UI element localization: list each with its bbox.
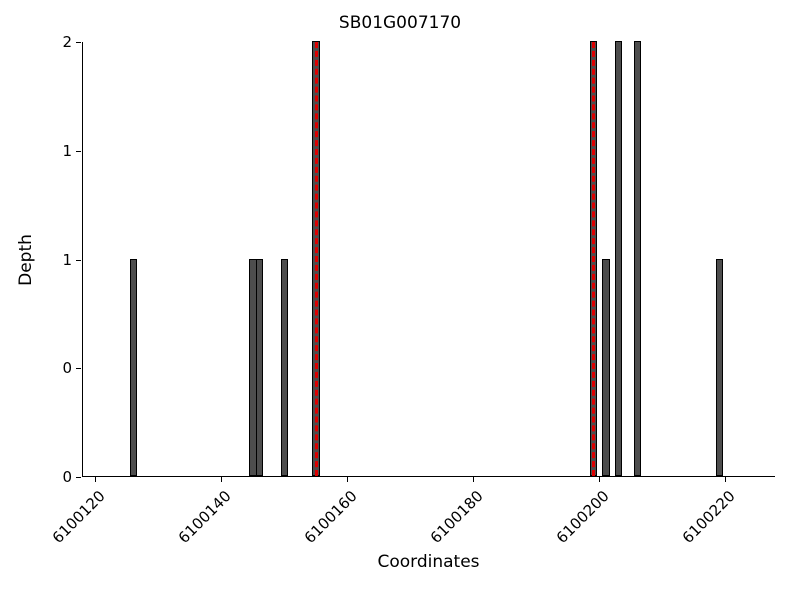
y-tick-mark bbox=[76, 259, 81, 261]
y-tick-label: 0 bbox=[62, 359, 72, 378]
x-tick-mark bbox=[346, 477, 348, 482]
x-tick-label: 6100160 bbox=[300, 487, 361, 547]
x-tick-mark bbox=[94, 477, 96, 482]
y-tick-mark bbox=[76, 42, 81, 43]
x-tick-mark bbox=[598, 477, 600, 482]
y-tick-mark bbox=[76, 368, 81, 370]
y-tick-label: 0 bbox=[62, 468, 72, 486]
y-tick-mark bbox=[76, 150, 81, 152]
x-tick-label: 6100200 bbox=[552, 487, 613, 547]
x-tick-mark bbox=[220, 477, 222, 482]
x-tick-mark bbox=[472, 477, 474, 482]
depth-bar bbox=[715, 258, 724, 476]
depth-bar bbox=[255, 258, 264, 476]
depth-bar bbox=[129, 258, 138, 476]
position-marker-line bbox=[591, 42, 595, 476]
position-marker-line bbox=[314, 42, 318, 476]
depth-bar bbox=[280, 258, 289, 476]
y-tick-label: 2 bbox=[62, 33, 72, 51]
x-tick-mark bbox=[724, 477, 726, 482]
x-tick-label: 6100180 bbox=[426, 487, 487, 547]
depth-bar bbox=[602, 258, 610, 476]
y-tick-label: 1 bbox=[62, 250, 72, 269]
depth-bar bbox=[614, 41, 623, 476]
x-tick-label: 6100120 bbox=[48, 487, 109, 547]
chart-title: SB01G007170 bbox=[338, 13, 462, 33]
depth-bar bbox=[633, 41, 642, 476]
plot-area bbox=[82, 41, 775, 477]
x-tick-label: 6100220 bbox=[678, 487, 739, 547]
x-axis-label: Coordinates bbox=[377, 552, 480, 572]
x-tick-label: 6100140 bbox=[174, 487, 235, 547]
y-tick-label: 1 bbox=[62, 141, 72, 160]
y-tick-mark bbox=[76, 477, 81, 478]
